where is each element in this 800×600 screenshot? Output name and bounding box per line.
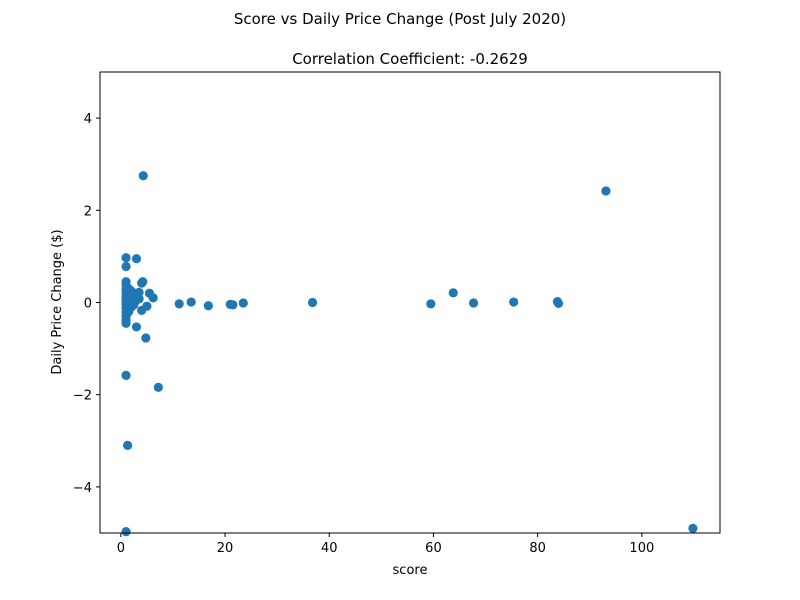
- data-point-58: [601, 186, 611, 196]
- x-tick-label-1: 20: [217, 541, 234, 556]
- y-tick-label-1: −2: [73, 389, 92, 404]
- y-tick-label-0: −4: [73, 481, 92, 496]
- y-axis-label: Daily Price Change ($): [50, 229, 65, 374]
- data-point-37: [137, 278, 147, 288]
- data-point-49: [228, 300, 238, 310]
- x-tick-label-3: 60: [425, 541, 442, 556]
- data-point-43: [148, 293, 158, 303]
- data-point-39: [138, 171, 148, 181]
- x-axis-ticks: 0 20 40 60 80 100: [117, 533, 654, 556]
- data-point-33: [131, 322, 142, 332]
- data-point-0: [121, 253, 131, 263]
- data-point-47: [203, 301, 213, 311]
- chart-title: Correlation Coefficient: -0.2629: [292, 50, 528, 68]
- data-point-40: [141, 333, 151, 343]
- data-point-1: [121, 261, 131, 272]
- data-point-16: [123, 440, 133, 451]
- data-point-41: [142, 301, 152, 311]
- x-tick-label-0: 0: [117, 541, 125, 556]
- data-point-54: [468, 298, 479, 308]
- x-axis-label: score: [393, 563, 428, 578]
- data-point-14: [121, 318, 131, 328]
- data-point-57: [553, 298, 564, 309]
- data-point-50: [238, 298, 248, 308]
- y-tick-label-4: 4: [84, 112, 92, 127]
- data-points: [121, 171, 698, 537]
- x-tick-label-4: 80: [529, 541, 546, 556]
- y-axis-ticks: −4 −2 0 2 4: [73, 112, 100, 496]
- data-point-45: [174, 299, 184, 309]
- y-tick-label-2: 0: [84, 297, 92, 312]
- data-point-55: [509, 297, 519, 307]
- data-point-44: [153, 382, 163, 392]
- y-tick-label-3: 2: [84, 204, 92, 219]
- data-point-35: [134, 294, 144, 304]
- x-tick-label-2: 40: [321, 541, 338, 556]
- data-point-30: [131, 254, 142, 264]
- plot-area-frame: [99, 71, 721, 534]
- data-point-52: [426, 299, 436, 309]
- data-point-53: [448, 288, 458, 298]
- data-point-17: [121, 527, 131, 537]
- data-point-34: [134, 287, 144, 297]
- data-point-46: [186, 297, 196, 307]
- x-tick-label-5: 100: [629, 541, 654, 556]
- figure-suptitle: Score vs Daily Price Change (Post July 2…: [234, 10, 566, 28]
- data-point-51: [307, 297, 318, 308]
- data-point-15: [121, 370, 131, 380]
- data-point-59: [688, 523, 698, 533]
